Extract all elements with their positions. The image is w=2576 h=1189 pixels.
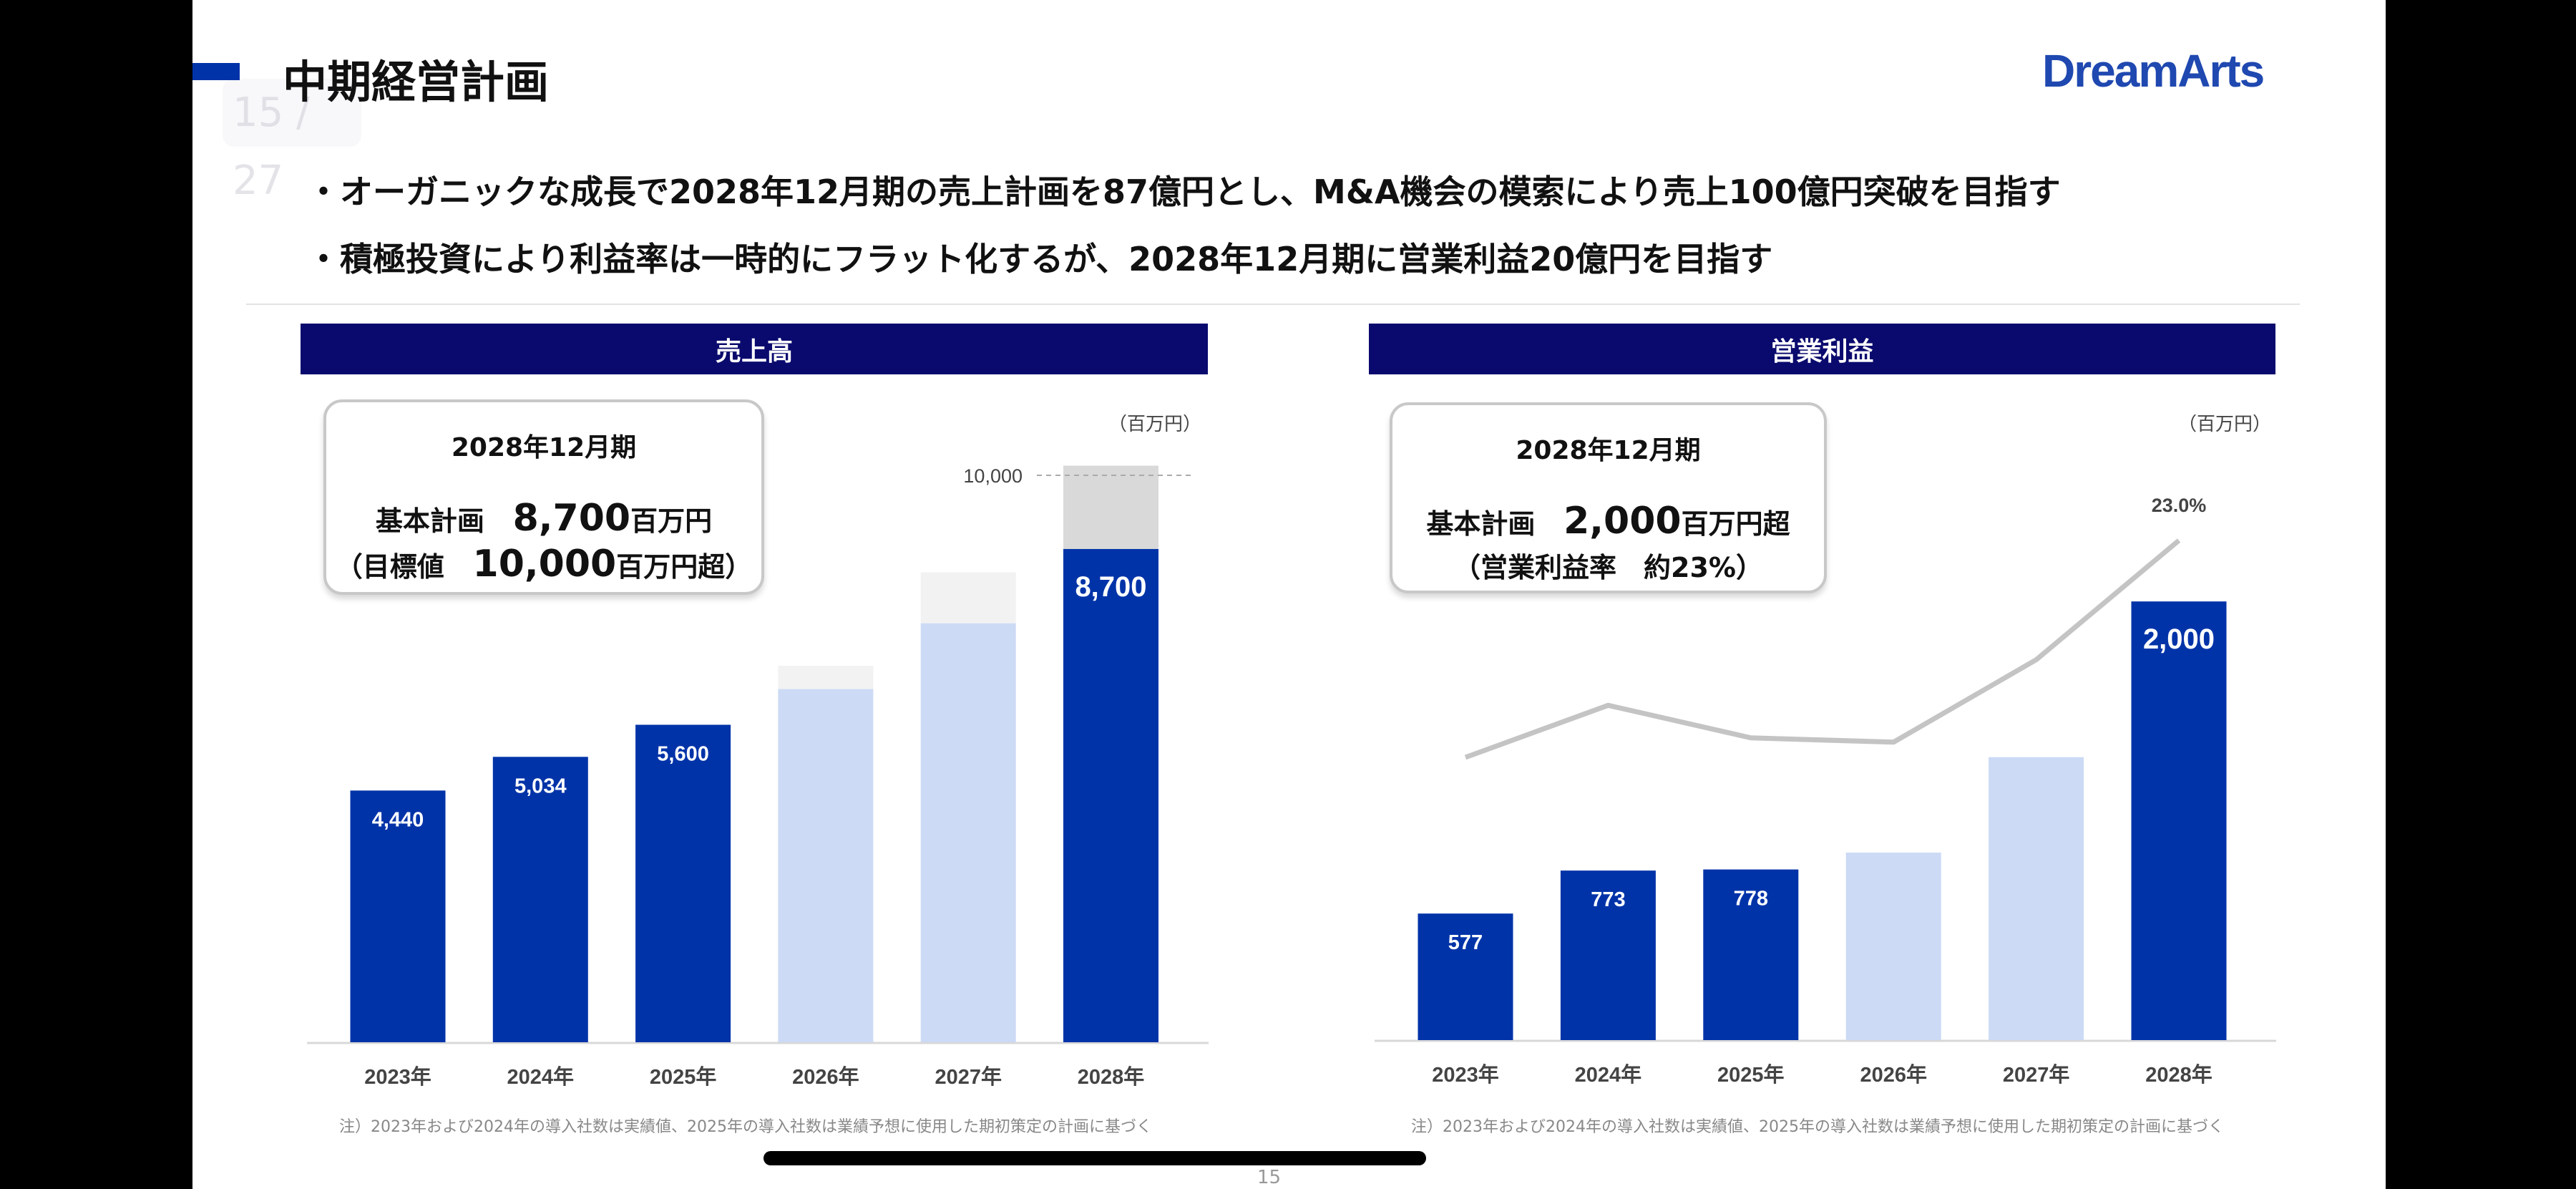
profit-plan-value: 2,000	[1563, 500, 1682, 543]
sales-plan-value: 8,700	[512, 497, 631, 540]
sales-bar	[778, 689, 874, 1042]
sales-upside-bar	[1063, 465, 1158, 549]
divider	[246, 304, 2300, 305]
sales-upside-bar	[778, 666, 874, 689]
sales-category-label: 2027年	[935, 1064, 1002, 1089]
sales-bar	[350, 790, 446, 1042]
sales-bar	[920, 623, 1016, 1042]
profit-category-label: 2027年	[2003, 1062, 2070, 1087]
profit-plan-label: 基本計画	[1426, 508, 1536, 540]
page-title: 中期経営計画	[283, 56, 550, 108]
sales-unit-label: （百万円）	[1108, 414, 1202, 435]
sales-category-label: 2028年	[1078, 1064, 1145, 1089]
sales-category-label: 2026年	[792, 1064, 859, 1089]
profit-callout-period: 2028年12月期	[1516, 436, 1701, 465]
sales-reference-label: 10,000	[963, 465, 1023, 487]
bullet-2: ・積極投資により利益率は一時的にフラット化するが、2028年12月期に営業利益2…	[307, 240, 1773, 278]
sales-footnote: 注）2023年および2024年の導入社数は実績値、2025年の導入社数は業績予想…	[339, 1118, 1152, 1136]
profit-plan-unit: 百万円超	[1681, 508, 1790, 540]
sales-callout-period: 2028年12月期	[451, 433, 637, 462]
sales-value-label: 4,440	[372, 808, 424, 831]
profit-category-label: 2026年	[1860, 1062, 1927, 1087]
sales-value-label: 5,600	[657, 742, 709, 765]
profit-value-label: 778	[1734, 888, 1768, 911]
sales-chart-header: 売上高	[301, 324, 1208, 374]
profit-bar	[1989, 757, 2084, 1040]
home-indicator[interactable]	[763, 1151, 1426, 1165]
slide: 15 / 27 中期経営計画 DreamArts ・オーガニックな成長で2028…	[192, 0, 2386, 1189]
profit-callout: 2028年12月期 基本計画 2,000百万円超 （営業利益率 約23%）	[1390, 402, 1827, 593]
profit-chart-header: 営業利益	[1369, 324, 2275, 374]
profit-bar	[1703, 869, 1799, 1040]
sales-target-unit: 百万円超）	[616, 551, 753, 583]
profit-category-label: 2025年	[1717, 1062, 1785, 1087]
profit-value-label: 2,000	[2143, 623, 2215, 655]
sales-upside-bar	[920, 572, 1016, 623]
sales-target-label: （目標値	[335, 551, 444, 583]
profit-value-label: 773	[1591, 888, 1625, 911]
sales-value-label: 8,700	[1075, 571, 1146, 603]
profit-bar	[1845, 853, 1941, 1040]
profit-value-label: 577	[1448, 931, 1483, 954]
profit-unit-label: （百万円）	[2178, 414, 2272, 435]
profit-bar	[1418, 913, 1513, 1040]
sales-bar	[492, 757, 588, 1042]
bullet-1: ・オーガニックな成長で2028年12月期の売上計画を87億円とし、M&A機会の模…	[307, 173, 2061, 211]
profit-bar	[1560, 870, 1656, 1040]
sales-callout: 2028年12月期 基本計画 8,700百万円 （目標値 10,000百万円超）	[323, 399, 764, 595]
profit-category-label: 2024年	[1575, 1062, 1642, 1087]
profit-bar	[2131, 601, 2227, 1040]
profit-margin-line	[1464, 538, 2181, 760]
logo: DreamArts	[2042, 45, 2265, 97]
title-accent-bar	[192, 63, 240, 80]
sales-plan-label: 基本計画	[375, 505, 484, 537]
sales-plan-unit: 百万円	[630, 505, 713, 537]
profit-category-label: 2028年	[2145, 1062, 2212, 1087]
sales-target-value: 10,000	[472, 543, 617, 586]
profit-margin-text: （営業利益率 約23%）	[1453, 552, 1763, 583]
sales-bar	[1063, 548, 1158, 1042]
sales-bar	[635, 724, 731, 1042]
page-number: 15	[1257, 1167, 1282, 1188]
page-counter-overlay: 15 / 27	[223, 79, 361, 204]
charts-svg: 4,440 2023年 5,034 2024年 5,600 2025年 2026年 2027年…	[307, 465, 2276, 1089]
profit-footnote: 注）2023年および2024年の導入社数は実績値、2025年の導入社数は業績予想…	[1411, 1118, 2224, 1136]
profit-category-label: 2023年	[1432, 1062, 1499, 1087]
sales-category-label: 2023年	[364, 1064, 431, 1089]
sales-category-label: 2024年	[507, 1064, 575, 1089]
sales-value-label: 5,034	[514, 775, 567, 797]
profit-margin-label: 23.0%	[2152, 495, 2207, 516]
sales-category-label: 2025年	[650, 1064, 717, 1089]
